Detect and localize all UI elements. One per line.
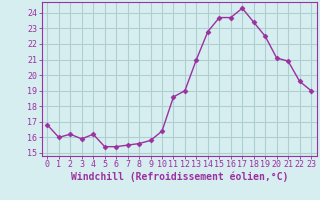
X-axis label: Windchill (Refroidissement éolien,°C): Windchill (Refroidissement éolien,°C) (70, 172, 288, 182)
